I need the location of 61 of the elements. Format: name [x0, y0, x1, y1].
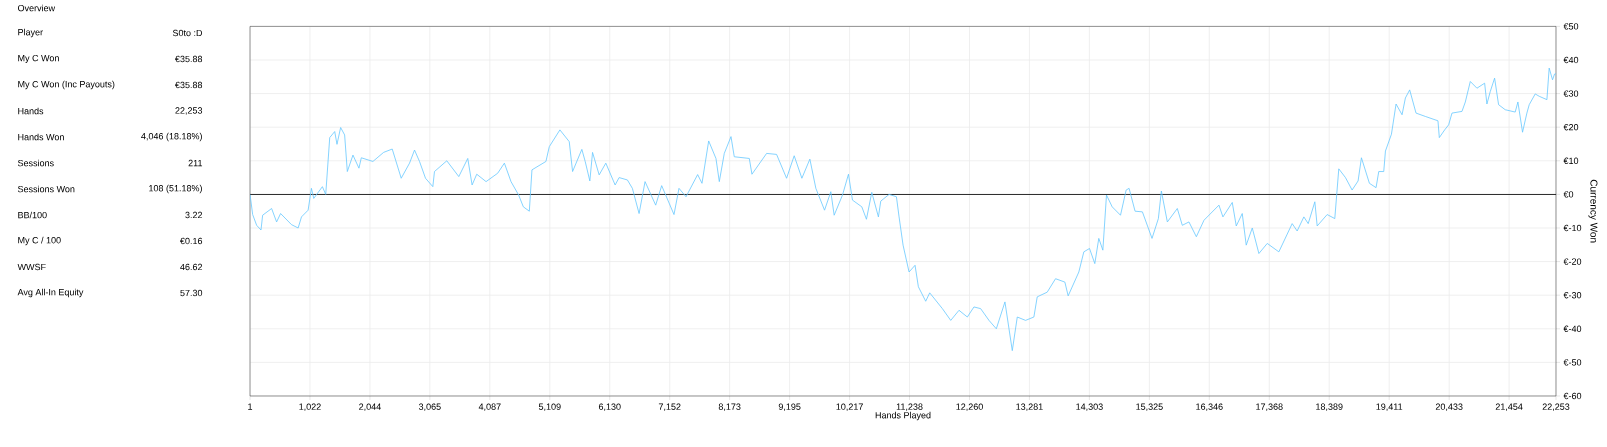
y-axis-title: Currency Won — [1588, 179, 1598, 243]
text: My C Won (Inc Payouts) — [18, 80, 115, 90]
text: WWSF — [17, 263, 46, 271]
x-tick-label: 1,022 — [299, 403, 321, 411]
x-tick-label: 11,238 — [896, 403, 923, 411]
text: Sessions Won — [17, 185, 75, 193]
text: Hands — [18, 107, 44, 115]
y-tick-label: €-30 — [1563, 292, 1582, 299]
text: S0to :D — [172, 29, 203, 37]
text: €35.88 — [175, 55, 203, 63]
text: Sessions — [17, 159, 54, 167]
x-tick-label: 14,303 — [1076, 403, 1103, 411]
y-tick-label: €30 — [1563, 90, 1579, 97]
x-tick-label: 18,389 — [1316, 403, 1343, 411]
text: Player — [18, 28, 43, 38]
text: 211 — [188, 159, 203, 167]
y-tick-label: €0 — [1563, 191, 1574, 198]
x-tick-label: 21,454 — [1495, 403, 1523, 411]
x-tick-label: 9,195 — [778, 403, 801, 411]
text: 4,046 (18.18%) — [141, 132, 202, 142]
y-tick-label: €-10 — [1563, 224, 1582, 232]
line-series — [250, 67, 1556, 352]
text: 22,253 — [175, 107, 203, 115]
x-tick-label: 13,281 — [1016, 403, 1043, 411]
x-tick-label: 20,433 — [1435, 403, 1463, 411]
y-tick-label: €10 — [1563, 157, 1579, 164]
text: My C Won — [18, 54, 59, 64]
x-tick-label: 7,152 — [658, 403, 681, 411]
text: 46.62 — [180, 263, 203, 271]
text: €0.16 — [180, 237, 203, 245]
y-tick-label: €-60 — [1563, 392, 1582, 400]
text: My C / 100 — [18, 236, 61, 246]
x-tick-label: 1 — [248, 403, 253, 410]
x-tick-label: 12,260 — [956, 403, 983, 411]
x-tick-label: 3,065 — [418, 403, 441, 411]
x-tick-label: 16,346 — [1196, 403, 1223, 411]
text: Avg All-In Equity — [17, 288, 84, 298]
x-tick-label: 17,368 — [1256, 403, 1283, 411]
y-tick-label: €20 — [1563, 124, 1579, 131]
y-tick-label: €-20 — [1563, 258, 1582, 265]
y-tick-label: €50 — [1563, 23, 1579, 30]
x-tick-label: 15,325 — [1136, 403, 1163, 411]
x-tick-label: 2,044 — [359, 403, 381, 411]
text: €35.88 — [175, 81, 203, 89]
x-tick-label: 8,173 — [718, 403, 741, 411]
x-tick-label: 5,109 — [538, 403, 561, 411]
x-axis-title: Hands Played — [875, 411, 931, 421]
x-tick-label: 19,411 — [1376, 403, 1403, 411]
text: 3.22 — [185, 211, 203, 219]
text: 57.30 — [180, 289, 203, 297]
x-tick-label: 10,217 — [836, 403, 863, 411]
y-tick-label: €-40 — [1563, 325, 1582, 332]
text: 108 (51.18%) — [149, 184, 202, 194]
x-tick-label: 6,130 — [598, 403, 621, 411]
text: BB/100 — [18, 211, 47, 219]
x-tick-label: 4,087 — [478, 403, 501, 411]
y-tick-label: €-50 — [1563, 359, 1582, 366]
text: Overview — [17, 4, 56, 12]
text: Hands Won — [18, 133, 64, 141]
x-tick-label: 22,253 — [1542, 403, 1570, 411]
y-tick-label: €40 — [1563, 56, 1579, 64]
